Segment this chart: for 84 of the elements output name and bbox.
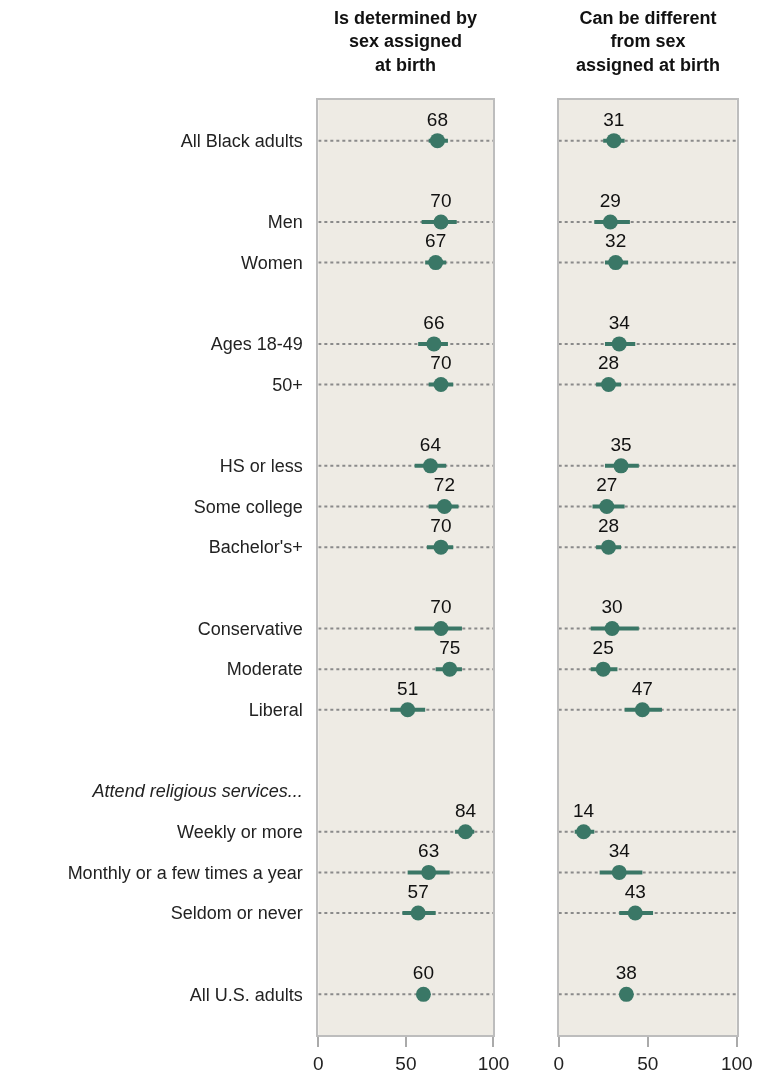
data-label: 57 xyxy=(407,880,429,902)
point xyxy=(618,986,634,1002)
data-label: 38 xyxy=(615,962,637,984)
data-label: 67 xyxy=(425,230,447,252)
point xyxy=(634,702,650,718)
data-label: 32 xyxy=(605,230,627,252)
point xyxy=(433,620,449,636)
y-tick-label: Attend religious services... xyxy=(91,781,303,802)
y-tick-label: Weekly or more xyxy=(177,822,313,843)
data-label: 43 xyxy=(624,880,646,902)
data-label: 84 xyxy=(454,799,477,821)
point xyxy=(426,336,442,352)
point xyxy=(595,661,611,677)
data-label: 70 xyxy=(430,596,452,618)
data-label: 34 xyxy=(608,840,631,862)
y-tick-label: Moderate xyxy=(226,659,313,680)
data-label: 27 xyxy=(596,474,618,496)
y-tick-label: Some college xyxy=(193,496,313,517)
point xyxy=(422,458,438,474)
data-label: 70 xyxy=(430,515,452,537)
x-tick-label: 100 xyxy=(720,1052,753,1074)
point xyxy=(436,499,452,515)
x-tick-label: 0 xyxy=(553,1052,564,1074)
point xyxy=(611,864,627,880)
point xyxy=(601,539,617,555)
point xyxy=(429,133,445,149)
y-tick-label: Ages 18-49 xyxy=(210,334,313,355)
data-label: 66 xyxy=(423,311,445,333)
data-label: 70 xyxy=(430,189,452,211)
data-label: 63 xyxy=(418,840,440,862)
y-tick-label: All Black adults xyxy=(180,130,313,151)
data-label: 60 xyxy=(412,962,434,984)
y-tick-label: Seldom or never xyxy=(170,903,313,924)
x-tick-label: 50 xyxy=(637,1052,659,1074)
y-tick-label: 50+ xyxy=(272,374,313,395)
point xyxy=(421,864,437,880)
data-label: 35 xyxy=(610,433,632,455)
point xyxy=(442,661,458,677)
point xyxy=(599,499,615,515)
point xyxy=(433,214,449,230)
point xyxy=(400,702,416,718)
y-tick-label: HS or less xyxy=(219,456,313,477)
point xyxy=(433,377,449,393)
y-tick-label: Men xyxy=(267,212,313,233)
point xyxy=(613,458,629,474)
chart-title: Is determined by sex assigned at birth xyxy=(334,8,478,75)
data-label: 34 xyxy=(608,311,631,333)
chart-title: Can be different from sex assigned at birth xyxy=(576,8,721,75)
point xyxy=(410,905,426,921)
data-label: 25 xyxy=(592,637,614,659)
data-label: 68 xyxy=(426,108,448,130)
y-tick-label: Women xyxy=(241,252,313,273)
point xyxy=(415,986,431,1002)
point xyxy=(433,539,449,555)
data-label: 75 xyxy=(439,637,461,659)
point xyxy=(627,905,643,921)
point xyxy=(611,336,627,352)
point xyxy=(601,377,617,393)
y-tick-label: Conservative xyxy=(197,618,313,639)
x-tick-label: 100 xyxy=(477,1052,510,1074)
point xyxy=(576,824,592,840)
point xyxy=(428,255,444,271)
data-label: 28 xyxy=(597,352,620,374)
data-label: 47 xyxy=(631,677,653,699)
point xyxy=(606,133,622,149)
data-label: 28 xyxy=(597,515,620,537)
data-label: 29 xyxy=(599,189,621,211)
point xyxy=(604,620,620,636)
data-label: 14 xyxy=(573,799,595,821)
data-label: 30 xyxy=(601,596,623,618)
y-tick-label: All U.S. adults xyxy=(189,984,313,1005)
data-label: 72 xyxy=(433,474,456,496)
point xyxy=(457,824,473,840)
point xyxy=(608,255,624,271)
point xyxy=(602,214,618,230)
data-label: 64 xyxy=(419,433,442,455)
data-label: 70 xyxy=(430,352,452,374)
y-tick-label: Monthly or a few times a year xyxy=(67,862,313,883)
data-label: 31 xyxy=(603,108,625,130)
y-tick-label: Bachelor's+ xyxy=(208,537,313,558)
data-label: 51 xyxy=(397,677,419,699)
x-tick-label: 50 xyxy=(395,1052,417,1074)
y-tick-label: Liberal xyxy=(248,700,313,721)
x-tick-label: 0 xyxy=(313,1052,324,1074)
